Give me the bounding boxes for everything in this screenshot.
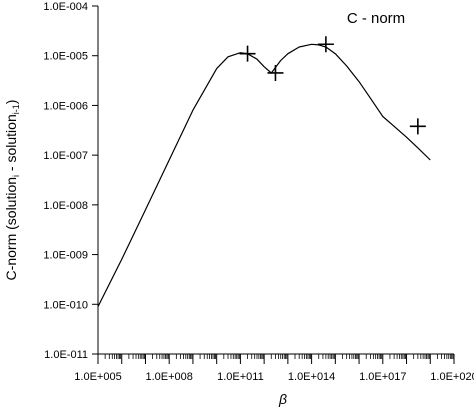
y-tick-label: 1.0E-010 bbox=[43, 299, 88, 311]
y-axis-label-sub2: i-1 bbox=[11, 104, 21, 114]
plot-frame bbox=[97, 6, 454, 355]
series-layer bbox=[97, 43, 431, 307]
y-axis: 1.0E-011 1.0E-010 1.0E-009 1.0E-008 1.0E-007… bbox=[43, 1, 98, 361]
series-line bbox=[97, 43, 431, 307]
x-tick-label: 1.0E+017 bbox=[359, 371, 406, 383]
y-tick-label: 1.0E-006 bbox=[43, 100, 88, 112]
y-axis-label-suffix: ) bbox=[3, 100, 19, 105]
x-tick-label: 1.0E+005 bbox=[74, 371, 121, 383]
chart-annotation: C - norm bbox=[347, 10, 405, 27]
y-axis-label: C-norm (solutioni - solutioni-1) bbox=[3, 100, 21, 281]
y-axis-label-sub1: i bbox=[11, 175, 21, 177]
y-tick-label: 1.0E-008 bbox=[43, 200, 88, 212]
y-tick-label: 1.0E-005 bbox=[43, 51, 88, 63]
y-tick-label: 1.0E-004 bbox=[43, 1, 88, 13]
x-tick-label: 1.0E+014 bbox=[288, 371, 335, 383]
y-tick-label: 1.0E-009 bbox=[43, 250, 88, 262]
x-axis: 1.0E+005 1.0E+008 1.0E+011 1.0E+014 1.0E+017… bbox=[74, 354, 474, 383]
x-tick-label: 1.0E+011 bbox=[217, 371, 264, 383]
y-axis-label-prefix: C-norm (solution bbox=[3, 177, 19, 280]
plus-marker bbox=[267, 64, 284, 81]
markers-layer bbox=[239, 36, 426, 135]
plus-marker bbox=[409, 118, 426, 135]
y-tick-label: 1.0E-011 bbox=[44, 349, 88, 361]
plus-marker bbox=[317, 36, 334, 53]
y-axis-label-mid: - solution bbox=[3, 114, 19, 175]
x-tick-label: 1.0E+020 bbox=[430, 371, 474, 383]
y-tick-label: 1.0E-007 bbox=[43, 150, 88, 162]
plus-marker bbox=[239, 45, 256, 62]
x-tick-label: 1.0E+008 bbox=[145, 371, 192, 383]
x-axis-label: β bbox=[278, 391, 287, 407]
